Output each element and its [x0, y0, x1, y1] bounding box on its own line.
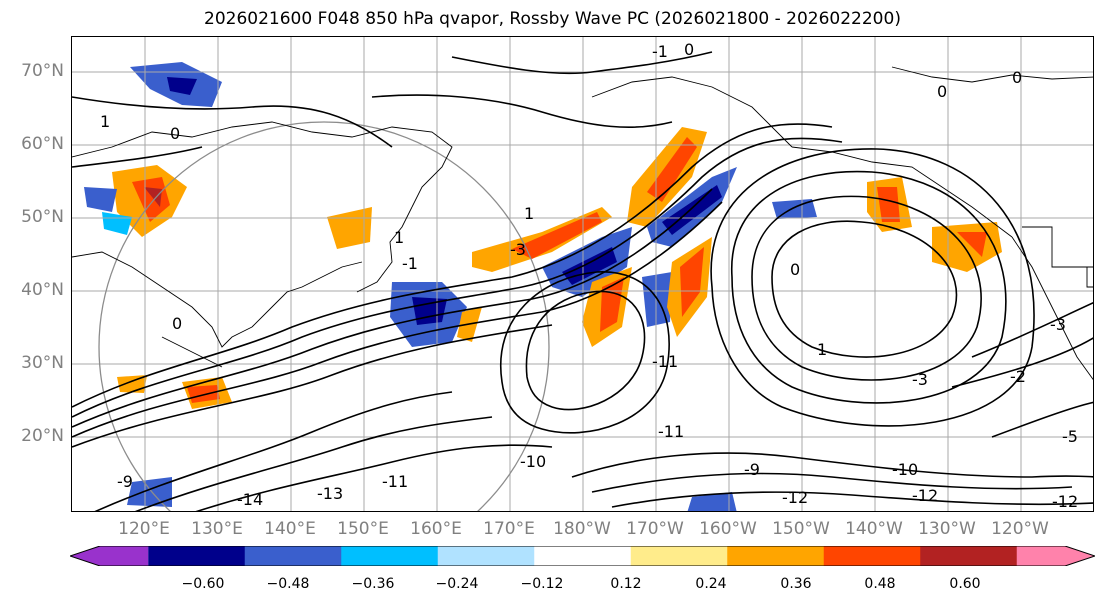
contour-label: -13	[317, 484, 343, 503]
colorbar-tick-label: −0.24	[435, 576, 479, 592]
lon-label-120w: 120°W	[991, 519, 1049, 539]
colorbar-cell	[244, 546, 342, 566]
contour-label: -12	[912, 486, 938, 505]
positive-anomaly-patch	[187, 385, 220, 403]
colorbar-cell	[823, 546, 921, 566]
contour-label: -3	[510, 240, 526, 259]
lon-label-140w: 140°W	[845, 519, 903, 539]
lat-label-30n: 30°N	[21, 353, 64, 373]
contour-label: -11	[382, 472, 408, 491]
negative-anomaly-patch	[84, 187, 117, 212]
colorbar-extend-min	[70, 546, 149, 566]
colorbar-tick-label: −0.12	[520, 576, 564, 592]
colorbar-tick-label: 0.48	[864, 576, 896, 592]
lat-label-60n: 60°N	[21, 134, 64, 154]
contour-label: -9	[744, 460, 760, 479]
positive-anomaly-patch	[512, 212, 602, 259]
positive-anomaly-patch	[877, 187, 900, 222]
contour-label: 0	[170, 124, 180, 143]
lat-label-40n: 40°N	[21, 280, 64, 300]
colorbar-cell	[920, 546, 1018, 566]
colorbar-tick-label: 0.60	[949, 576, 981, 592]
colorbar-tick-label: 0.36	[780, 576, 812, 592]
contour-label: -1	[652, 42, 668, 61]
lon-label-170e: 170°E	[483, 519, 535, 539]
map-panel: 1 0 0 0 -1 0 1 1 -3 -1 0 1 -3 -3 -2 -11 …	[71, 36, 1094, 512]
lon-label-120e: 120°E	[118, 519, 170, 539]
contour-label: 0	[790, 260, 800, 279]
lon-label-130e: 130°E	[191, 519, 243, 539]
contour-label: -3	[912, 370, 928, 389]
positive-anomaly-patch	[647, 137, 697, 202]
contour-label: -9	[117, 472, 133, 491]
contour-label: -11	[658, 422, 684, 441]
lat-label-50n: 50°N	[21, 207, 64, 227]
contour-label: 1	[100, 112, 110, 131]
contour-label: 0	[684, 40, 694, 59]
colorbar-tick-label: 0.24	[695, 576, 727, 592]
range-ring	[98, 121, 550, 511]
contour-label-group: 1 0 0 0 -1 0 1 1 -3 -1 0 1 -3 -3 -2 -11 …	[100, 40, 1078, 511]
contour-label: -14	[237, 490, 263, 509]
colorbar-cell	[630, 546, 728, 566]
contour-label: -3	[1050, 315, 1066, 334]
positive-anomaly-patch	[327, 207, 372, 249]
contour-label: -10	[520, 452, 546, 471]
coastlines	[72, 66, 1093, 380]
contour-label: -5	[1062, 427, 1078, 446]
lat-label-70n: 70°N	[21, 61, 64, 81]
lon-label-130w: 130°W	[918, 519, 976, 539]
lon-label-150e: 150°E	[337, 519, 389, 539]
contour-label: 1	[394, 228, 404, 247]
negative-anomaly-patch	[127, 477, 172, 507]
contour-label: 0	[937, 82, 947, 101]
colorbar-cell	[727, 546, 825, 566]
contour-label: 0	[172, 314, 182, 333]
contour-label: -1	[402, 254, 418, 273]
positive-anomaly-patch	[680, 247, 704, 317]
colorbar-tick-label: −0.60	[181, 576, 225, 592]
negative-anomaly-patch	[167, 77, 197, 95]
lon-label-150w: 150°W	[772, 519, 830, 539]
contour-label: -10	[892, 460, 918, 479]
colorbar	[70, 546, 1095, 566]
colorbar-cell	[148, 546, 246, 566]
contour-label: 1	[524, 204, 534, 223]
graticule	[72, 37, 1093, 511]
colorbar-cell	[341, 546, 439, 566]
contour-label: 0	[1012, 68, 1022, 87]
contour-label: -12	[1052, 492, 1078, 511]
contour-label: -2	[1010, 367, 1026, 386]
lon-label-160w: 160°W	[699, 519, 757, 539]
contour-label: -12	[782, 488, 808, 507]
colorbar-extend-max	[1016, 546, 1095, 566]
colorbar-tick-label: −0.36	[351, 576, 395, 592]
lon-label-140e: 140°E	[264, 519, 316, 539]
contour-label: -11	[652, 352, 678, 371]
lat-label-20n: 20°N	[21, 426, 64, 446]
contour-label: 1	[817, 340, 827, 359]
negative-anomaly-patch	[687, 492, 737, 511]
colorbar-tick-label: −0.48	[266, 576, 310, 592]
colorbar-cell	[534, 546, 632, 566]
positive-anomaly-patch	[132, 177, 170, 222]
contour-lines	[72, 51, 1093, 511]
positive-anomaly-patch	[957, 232, 987, 257]
positive-anomaly-patch	[144, 187, 162, 207]
map-canvas: 1 0 0 0 -1 0 1 1 -3 -1 0 1 -3 -3 -2 -11 …	[72, 37, 1093, 511]
colorbar-tick-label: 0.12	[610, 576, 642, 592]
lon-label-160e: 160°E	[410, 519, 462, 539]
colorbar-cell	[437, 546, 535, 566]
lon-label-170w: 170°W	[626, 519, 684, 539]
plot-title: 2026021600 F048 850 hPa qvapor, Rossby W…	[204, 9, 901, 29]
positive-anomaly-patch	[932, 222, 1002, 272]
lon-label-180w: 180°W	[553, 519, 611, 539]
